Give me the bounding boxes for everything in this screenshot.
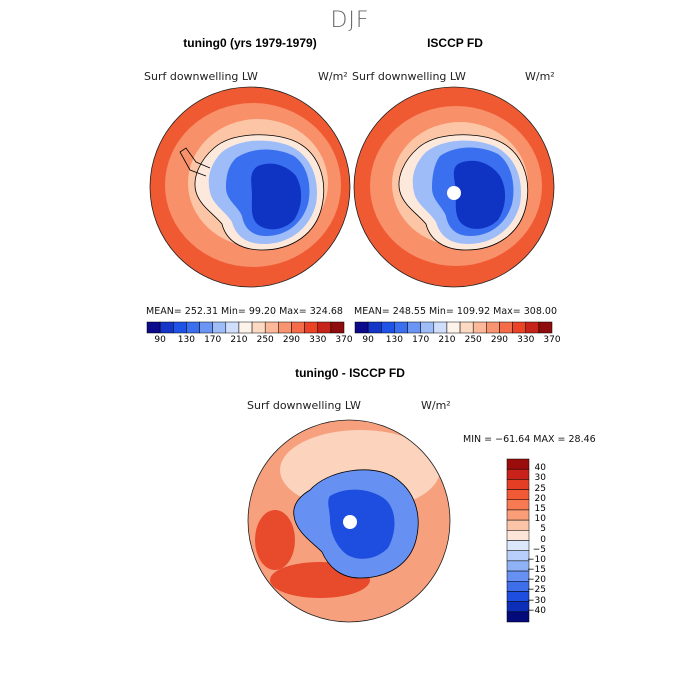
panel2-colorbar-swatch — [420, 321, 435, 334]
panel2-colorbar-swatch — [486, 321, 500, 334]
diff-colorbar-tick-label: −10 — [527, 554, 546, 565]
panel1-colorbar-swatch — [186, 321, 200, 334]
diff-colorbar-swatch — [506, 611, 530, 623]
panel2-colorbar-tick-label: 370 — [543, 335, 561, 345]
panel1-colorbar-tick-label: 170 — [204, 335, 222, 345]
panel2-title: ISCCP FD — [427, 36, 483, 50]
panel3-title: tuning0 - ISCCP FD — [295, 366, 405, 380]
panel1-colorbar-tick-label: 370 — [335, 335, 353, 345]
panel2-colorbar-tick-label: 90 — [362, 335, 374, 345]
diff-colorbar — [506, 458, 530, 623]
panel1-colorbar-swatch — [304, 321, 318, 334]
panel2-colorbar-swatch — [407, 321, 421, 334]
panel1-colorbar-swatch — [264, 321, 279, 334]
panel2-variable-label: Surf downwelling LW — [352, 70, 466, 83]
panel1-colorbar-tick-label: 290 — [282, 335, 301, 345]
panel2-colorbar-swatch — [512, 321, 526, 334]
panel3-variable-label: Surf downwelling LW — [247, 399, 361, 412]
panel2-colorbar-swatch — [394, 321, 408, 334]
panel2-colorbar-tick-label: 290 — [490, 335, 509, 345]
panel2-colorbar-swatch — [446, 321, 461, 334]
panel1-variable-label: Surf downwelling LW — [144, 70, 258, 83]
panel3-polar-map — [248, 420, 450, 622]
figure-season-title: DJF — [330, 8, 370, 33]
panel2-colorbar-swatch — [499, 321, 513, 334]
panel2-colorbar-tick-label: 250 — [464, 335, 482, 345]
diff-colorbar-tick-label: −40 — [527, 605, 546, 616]
panel1-stats: MEAN= 252.31 Min= 99.20 Max= 324.68 — [146, 306, 343, 317]
diff-colorbar-tick-label: 25 — [534, 483, 546, 494]
panel1-colorbar-swatch — [278, 321, 292, 334]
panel1-colorbar — [146, 321, 345, 334]
diff-colorbar-tick-label: 10 — [534, 514, 546, 525]
panel3-units-label: W/m² — [421, 399, 451, 412]
panel2-units-label: W/m² — [525, 70, 555, 83]
panel1-units-label: W/m² — [318, 70, 348, 83]
diff-colorbar-tick-label: 0 — [540, 534, 546, 545]
panel1-colorbar-swatch — [159, 321, 174, 334]
panel1-colorbar-tick-label: 250 — [256, 335, 274, 345]
panel1-colorbar-swatch — [317, 321, 332, 334]
panel1-colorbar-swatch — [212, 321, 227, 334]
panel2-colorbar-swatch — [367, 321, 382, 334]
diff-colorbar-tick-label: 5 — [540, 524, 546, 535]
panel2-colorbar-swatch — [538, 321, 553, 334]
panel2-colorbar-swatch — [472, 321, 487, 334]
diff-colorbar-tick-label: −5 — [532, 544, 546, 555]
panel2-colorbar — [354, 321, 553, 334]
panel2-colorbar-tick-label: 170 — [412, 335, 430, 345]
diff-colorbar-tick-label: 20 — [534, 493, 546, 504]
panel1-colorbar-swatch — [199, 321, 213, 334]
panel1-colorbar-swatch — [291, 321, 305, 334]
panel2-colorbar-swatch — [354, 321, 369, 334]
panel2-colorbar-tick-label: 330 — [517, 335, 535, 345]
panel2-polar-map — [354, 87, 554, 287]
panel1-colorbar-tick-label: 330 — [309, 335, 327, 345]
diff-colorbar-tick-label: −30 — [527, 595, 546, 606]
panel1-polar-map — [150, 87, 350, 287]
diff-colorbar-tick-label: −25 — [527, 585, 546, 596]
diff-colorbar-tick-label: 40 — [534, 463, 546, 474]
panel1-colorbar-tick-label: 90 — [154, 335, 166, 345]
panel2-missing-pole — [447, 186, 461, 200]
panel1-colorbar-swatch — [173, 321, 187, 334]
panel1-title: tuning0 (yrs 1979-1979) — [183, 36, 317, 50]
panel1-colorbar-tick-label: 210 — [230, 335, 248, 345]
diff-colorbar-tick-label: 30 — [534, 473, 546, 484]
panel2-colorbar-swatch — [381, 321, 395, 334]
diff-colorbar-tick-label: −15 — [527, 565, 546, 576]
panel1-colorbar-swatch — [238, 321, 253, 334]
panel1-colorbar-swatch — [251, 321, 266, 334]
panel1-colorbar-swatch — [225, 321, 240, 334]
diff-colorbar-tick-label: 15 — [534, 503, 546, 514]
panel2-colorbar-tick-label: 210 — [438, 335, 456, 345]
panel3-stats: MIN = −61.64 MAX = 28.46 — [463, 434, 596, 445]
panel2-colorbar-swatch — [525, 321, 540, 334]
panel1-colorbar-swatch — [330, 321, 345, 334]
panel1-colorbar-swatch — [146, 321, 161, 334]
panel2-colorbar-swatch — [459, 321, 474, 334]
diff-colorbar-tick-label: −20 — [527, 575, 546, 586]
panel2-colorbar-swatch — [433, 321, 448, 334]
panel2-stats: MEAN= 248.55 Min= 109.92 Max= 308.00 — [354, 306, 558, 317]
panel2-colorbar-tick-label: 130 — [385, 335, 403, 345]
panel3-missing-pole — [343, 515, 357, 529]
panel1-colorbar-tick-label: 130 — [177, 335, 195, 345]
